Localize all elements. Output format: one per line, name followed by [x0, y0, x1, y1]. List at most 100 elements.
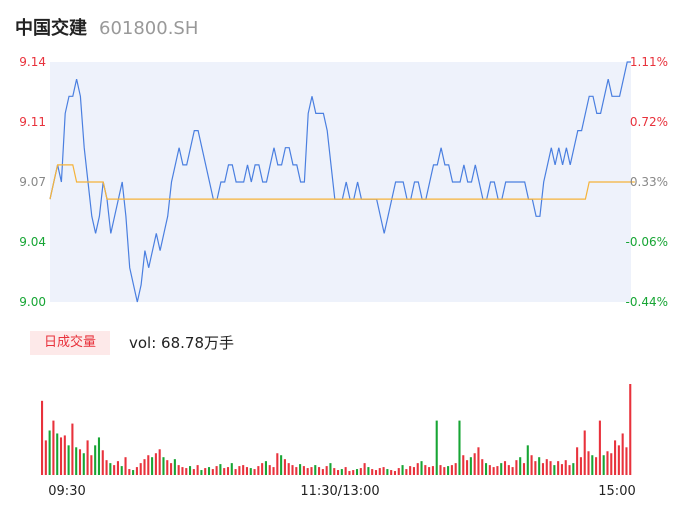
volume-bar — [386, 469, 389, 475]
volume-bar — [412, 467, 415, 475]
volume-bar — [591, 455, 594, 475]
volume-bar — [291, 465, 294, 475]
volume-bar — [450, 465, 453, 475]
volume-bar — [109, 463, 112, 475]
volume-bar — [310, 467, 313, 475]
volume-bar — [625, 447, 628, 475]
pct-tick-right: -0.44% — [626, 295, 668, 309]
volume-bar — [629, 384, 632, 475]
volume-bar — [204, 468, 207, 475]
volume-bar — [299, 464, 302, 475]
volume-bar — [469, 457, 472, 475]
volume-bar — [500, 463, 503, 475]
volume-bar — [553, 465, 556, 475]
volume-bar — [295, 467, 298, 475]
volume-bar — [359, 468, 362, 475]
volume-bar — [101, 450, 104, 475]
volume-bar — [173, 459, 176, 475]
volume-bar — [522, 463, 526, 475]
volume-bar — [572, 463, 575, 475]
time-tick: 09:30 — [48, 484, 85, 499]
volume-bar — [147, 455, 150, 475]
price-tick-left: 9.07 — [19, 175, 46, 189]
volume-bar — [86, 440, 89, 475]
volume-bar — [378, 468, 381, 475]
volume-bar — [534, 461, 537, 475]
volume-bar — [443, 467, 446, 475]
volume-bar — [462, 455, 465, 475]
volume-bar — [170, 463, 173, 475]
volume-bar — [71, 423, 74, 475]
volume-bar — [428, 467, 431, 475]
volume-bar — [337, 470, 340, 475]
volume-bar — [234, 469, 237, 475]
volume-bar — [268, 465, 271, 475]
volume-bar — [48, 430, 51, 475]
volume-bar — [420, 461, 423, 475]
time-axis: 09:30 11:30/13:00 15:00 — [48, 484, 635, 499]
volume-bar — [283, 459, 286, 475]
volume-bar — [511, 467, 514, 475]
volume-bar — [557, 461, 560, 475]
price-chart — [49, 61, 635, 303]
volume-bar — [519, 457, 522, 475]
pct-tick-right: 1.11% — [630, 55, 668, 69]
volume-bar — [473, 453, 476, 475]
volume-bar — [90, 455, 93, 475]
volume-bar — [340, 469, 343, 475]
volume-bar — [439, 465, 442, 475]
volume-bar — [352, 470, 355, 475]
volume-bar — [329, 463, 332, 475]
volume-bar — [560, 464, 563, 475]
volume-bar — [545, 459, 548, 475]
volume-bar — [158, 449, 161, 475]
volume-bar — [492, 467, 495, 475]
volume-bar — [113, 465, 116, 475]
volume-bar — [424, 465, 427, 475]
volume-bar — [105, 460, 108, 475]
volume-bar — [215, 466, 218, 475]
volume-bar — [602, 455, 605, 475]
volume-bar — [405, 469, 408, 475]
volume-bar — [151, 457, 154, 475]
volume-bar — [211, 469, 214, 475]
volume-bar — [526, 445, 529, 475]
volume-bar — [435, 420, 438, 475]
volume-bar — [67, 445, 70, 475]
volume-bar — [416, 463, 419, 475]
volume-bar — [97, 437, 101, 475]
volume-bar — [207, 467, 211, 475]
price-tick-left: 9.00 — [19, 295, 46, 309]
volume-bar — [230, 463, 233, 475]
volume-bar — [541, 463, 545, 475]
volume-bar — [245, 467, 249, 475]
volume-bar — [382, 467, 385, 475]
volume-bar — [219, 464, 222, 475]
volume-bar — [568, 465, 571, 475]
volume-bar — [374, 470, 378, 475]
volume-bar — [515, 460, 518, 475]
volume-bar — [154, 453, 157, 475]
volume-bar — [143, 459, 146, 475]
volume-bar — [200, 470, 203, 475]
volume-bar — [606, 451, 609, 475]
volume-bar — [431, 466, 434, 475]
volume-bar — [503, 461, 507, 475]
volume-bar — [583, 430, 586, 475]
volume-bar — [78, 449, 82, 475]
volume-bar — [287, 463, 290, 475]
volume-bar — [306, 468, 309, 475]
volume-bar — [272, 467, 275, 475]
volume-readout: vol: 68.78万手 — [129, 334, 234, 352]
volume-bar — [280, 455, 283, 475]
volume-bar — [488, 465, 491, 475]
volume-bar — [44, 440, 47, 475]
volume-bar — [257, 466, 260, 475]
volume-bar — [576, 447, 579, 475]
volume-bar — [454, 463, 457, 475]
volume-bar — [242, 465, 245, 475]
volume-bar — [264, 461, 267, 475]
volume-bar — [238, 466, 241, 475]
volume-bar — [321, 469, 324, 475]
volume-bar — [325, 466, 328, 475]
